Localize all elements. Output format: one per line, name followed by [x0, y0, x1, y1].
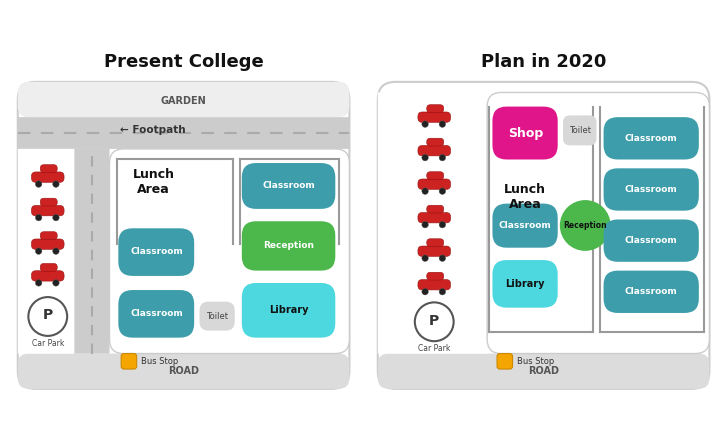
Circle shape	[439, 121, 446, 128]
FancyBboxPatch shape	[199, 301, 235, 330]
FancyBboxPatch shape	[497, 354, 513, 369]
Circle shape	[53, 280, 59, 286]
FancyBboxPatch shape	[487, 92, 709, 354]
FancyBboxPatch shape	[242, 163, 336, 209]
FancyBboxPatch shape	[242, 283, 336, 338]
FancyBboxPatch shape	[18, 117, 349, 149]
FancyBboxPatch shape	[492, 260, 558, 308]
Text: Classroom: Classroom	[625, 185, 678, 194]
Text: Reception: Reception	[264, 241, 314, 251]
Text: Present College: Present College	[104, 54, 264, 71]
Text: Library: Library	[269, 305, 308, 315]
Circle shape	[53, 215, 59, 221]
FancyBboxPatch shape	[492, 107, 558, 160]
Text: ← Footpath: ← Footpath	[120, 125, 186, 135]
FancyBboxPatch shape	[427, 239, 444, 247]
Text: Toilet: Toilet	[569, 126, 591, 135]
FancyBboxPatch shape	[40, 165, 57, 173]
Text: Bus Stop: Bus Stop	[141, 357, 179, 366]
FancyBboxPatch shape	[118, 228, 194, 276]
Circle shape	[439, 188, 446, 194]
Text: Shop: Shop	[508, 127, 543, 140]
Text: Lunch
Area: Lunch Area	[504, 182, 546, 211]
Text: Plan in 2020: Plan in 2020	[481, 54, 606, 71]
Text: Car Park: Car Park	[418, 344, 451, 353]
FancyBboxPatch shape	[121, 354, 137, 369]
FancyBboxPatch shape	[492, 203, 558, 248]
FancyBboxPatch shape	[427, 105, 444, 112]
FancyBboxPatch shape	[18, 149, 74, 354]
FancyBboxPatch shape	[418, 112, 451, 122]
Circle shape	[422, 188, 428, 194]
Circle shape	[422, 154, 428, 161]
FancyBboxPatch shape	[18, 82, 349, 117]
Text: GARDEN: GARDEN	[161, 96, 207, 106]
Text: Classroom: Classroom	[262, 181, 315, 190]
Text: Classroom: Classroom	[499, 221, 552, 230]
FancyBboxPatch shape	[418, 246, 451, 256]
Circle shape	[35, 181, 42, 187]
Text: P: P	[429, 314, 439, 328]
FancyBboxPatch shape	[378, 92, 487, 354]
FancyBboxPatch shape	[40, 198, 57, 206]
Circle shape	[415, 302, 454, 341]
Circle shape	[422, 255, 428, 261]
Circle shape	[53, 248, 59, 254]
Circle shape	[35, 215, 42, 221]
FancyBboxPatch shape	[378, 82, 709, 389]
Text: ROAD: ROAD	[528, 366, 559, 376]
Circle shape	[53, 181, 59, 187]
FancyBboxPatch shape	[242, 221, 336, 271]
Text: Classroom: Classroom	[625, 236, 678, 245]
FancyBboxPatch shape	[32, 206, 64, 216]
Text: ROAD: ROAD	[168, 366, 199, 376]
FancyBboxPatch shape	[40, 264, 57, 271]
Text: P: P	[42, 309, 53, 322]
FancyBboxPatch shape	[427, 205, 444, 213]
Circle shape	[422, 121, 428, 128]
FancyBboxPatch shape	[418, 280, 451, 290]
Text: Toilet: Toilet	[206, 312, 228, 321]
Circle shape	[439, 255, 446, 261]
Circle shape	[439, 221, 446, 228]
FancyBboxPatch shape	[18, 82, 349, 389]
Text: Lunch
Area: Lunch Area	[132, 169, 175, 196]
FancyBboxPatch shape	[427, 273, 444, 280]
Circle shape	[439, 289, 446, 295]
Text: Classroom: Classroom	[625, 287, 678, 296]
FancyBboxPatch shape	[418, 213, 451, 223]
Circle shape	[439, 154, 446, 161]
FancyBboxPatch shape	[563, 116, 596, 145]
FancyBboxPatch shape	[378, 354, 709, 389]
FancyBboxPatch shape	[32, 271, 64, 281]
FancyBboxPatch shape	[118, 290, 194, 338]
Text: Car Park: Car Park	[32, 339, 64, 348]
FancyBboxPatch shape	[109, 149, 349, 354]
FancyBboxPatch shape	[40, 232, 57, 240]
Circle shape	[35, 248, 42, 254]
FancyBboxPatch shape	[427, 138, 444, 146]
FancyBboxPatch shape	[603, 168, 699, 211]
Text: Library: Library	[505, 279, 545, 289]
Text: Classroom: Classroom	[625, 134, 678, 143]
FancyBboxPatch shape	[427, 172, 444, 180]
FancyBboxPatch shape	[32, 239, 64, 249]
Text: Classroom: Classroom	[130, 309, 183, 318]
Text: Bus Stop: Bus Stop	[517, 357, 554, 366]
Text: Reception: Reception	[564, 221, 607, 230]
Circle shape	[560, 200, 611, 251]
Circle shape	[35, 280, 42, 286]
Text: Classroom: Classroom	[130, 248, 183, 256]
FancyBboxPatch shape	[418, 179, 451, 190]
FancyBboxPatch shape	[418, 145, 451, 156]
FancyBboxPatch shape	[74, 149, 109, 354]
FancyBboxPatch shape	[18, 354, 349, 389]
Circle shape	[422, 221, 428, 228]
FancyBboxPatch shape	[32, 172, 64, 182]
FancyBboxPatch shape	[603, 117, 699, 160]
Circle shape	[422, 289, 428, 295]
Circle shape	[28, 297, 67, 336]
FancyBboxPatch shape	[603, 271, 699, 313]
FancyBboxPatch shape	[603, 219, 699, 262]
